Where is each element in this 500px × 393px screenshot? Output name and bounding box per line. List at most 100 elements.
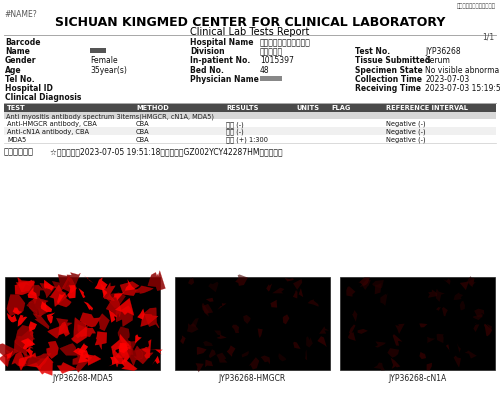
Polygon shape [148,271,166,291]
Polygon shape [457,343,461,354]
Polygon shape [57,292,66,304]
Polygon shape [420,323,428,327]
Polygon shape [349,325,356,334]
Polygon shape [390,358,400,369]
Polygon shape [446,344,450,352]
Bar [4,119,496,127]
Text: SICHUAN KINGMED CENTER FOR CLINICAL LABORATORY: SICHUAN KINGMED CENTER FOR CLINICAL LABO… [55,16,445,29]
Text: Collection Time: Collection Time [355,75,422,84]
Polygon shape [180,335,186,344]
Bar [260,76,282,81]
Text: JYP36268-cN1A: JYP36268-cN1A [388,374,446,383]
Text: JYP36268-MDA5: JYP36268-MDA5 [52,374,113,383]
Text: 阳性 (+) 1:300: 阳性 (+) 1:300 [226,136,268,143]
Polygon shape [348,332,356,341]
Polygon shape [12,352,26,366]
Polygon shape [14,337,33,356]
Polygon shape [106,297,121,317]
Polygon shape [388,348,399,358]
Polygon shape [114,291,125,301]
Polygon shape [121,341,137,362]
Polygon shape [473,314,483,320]
Polygon shape [149,349,163,354]
Polygon shape [108,356,119,366]
Polygon shape [372,280,384,288]
Text: CBA: CBA [136,129,149,135]
Text: Negative (-): Negative (-) [386,129,426,135]
Polygon shape [7,313,17,322]
Polygon shape [443,279,450,285]
Polygon shape [187,323,198,333]
Polygon shape [242,351,248,357]
Polygon shape [26,347,33,358]
Polygon shape [140,314,158,327]
Polygon shape [84,301,93,310]
Text: JYP36268: JYP36268 [425,47,460,56]
Polygon shape [202,304,213,317]
Polygon shape [50,285,67,307]
Polygon shape [46,341,58,359]
Polygon shape [12,307,22,315]
Polygon shape [380,293,388,306]
Text: Bed No.: Bed No. [190,66,224,75]
Polygon shape [122,359,138,371]
Text: Gender: Gender [5,57,36,65]
Polygon shape [57,294,72,307]
Polygon shape [116,298,134,316]
Polygon shape [214,331,221,335]
Polygon shape [278,353,286,362]
Text: MDA5: MDA5 [7,136,26,143]
Polygon shape [209,349,216,358]
Polygon shape [40,301,52,312]
Polygon shape [15,325,35,348]
Text: JYP36268-HMGCR: JYP36268-HMGCR [219,374,286,383]
Polygon shape [258,329,262,338]
Text: Anti-cN1A antibody, CBA: Anti-cN1A antibody, CBA [7,129,89,135]
Polygon shape [196,363,203,373]
Polygon shape [374,283,382,294]
Polygon shape [15,282,32,295]
Polygon shape [116,346,130,363]
Polygon shape [270,300,277,308]
Polygon shape [352,310,358,322]
Text: 35year(s): 35year(s) [90,66,127,75]
Polygon shape [272,288,284,293]
Polygon shape [282,314,290,324]
Text: Tel No.: Tel No. [5,75,34,84]
Polygon shape [126,346,142,366]
Text: Anti-HMGCR antibody, CBA: Anti-HMGCR antibody, CBA [7,121,97,127]
Polygon shape [260,355,270,364]
Polygon shape [395,324,404,334]
Text: TEST: TEST [7,105,26,111]
Polygon shape [454,292,463,300]
Polygon shape [464,351,476,358]
Polygon shape [29,298,48,316]
Polygon shape [305,349,307,360]
Polygon shape [487,324,492,331]
Text: Division: Division [190,47,224,56]
Polygon shape [298,288,304,297]
Polygon shape [72,353,92,373]
Bar [4,135,496,143]
Polygon shape [67,285,76,298]
Polygon shape [116,306,132,327]
Polygon shape [78,350,90,363]
Polygon shape [293,290,298,298]
Polygon shape [78,325,96,337]
Polygon shape [106,293,126,308]
Text: 1/1: 1/1 [482,33,494,42]
Text: Hospital Name: Hospital Name [190,38,254,47]
Polygon shape [0,349,10,367]
Text: Specimen State: Specimen State [355,66,423,75]
Text: 成都中医药大学附属医院: 成都中医药大学附属医院 [260,38,311,47]
Text: Hospital ID: Hospital ID [5,84,53,93]
Polygon shape [436,307,441,311]
Polygon shape [33,314,49,329]
Polygon shape [142,340,151,358]
Polygon shape [235,274,248,286]
Text: Serum: Serum [425,57,450,65]
Text: Clinical Diagnosis: Clinical Diagnosis [5,93,82,102]
Polygon shape [74,318,86,338]
Polygon shape [135,286,154,294]
Text: Clinical Lab Tests Report: Clinical Lab Tests Report [190,27,310,37]
